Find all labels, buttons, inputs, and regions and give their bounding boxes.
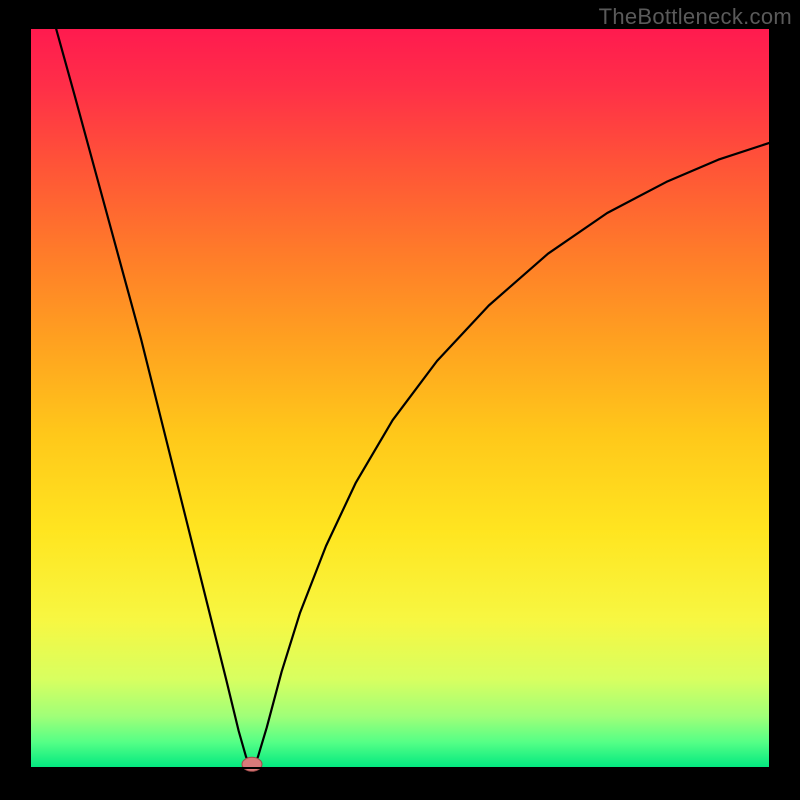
watermark-text: TheBottleneck.com — [599, 4, 792, 30]
bottleneck-chart — [0, 0, 800, 800]
chart-container: TheBottleneck.com — [0, 0, 800, 800]
